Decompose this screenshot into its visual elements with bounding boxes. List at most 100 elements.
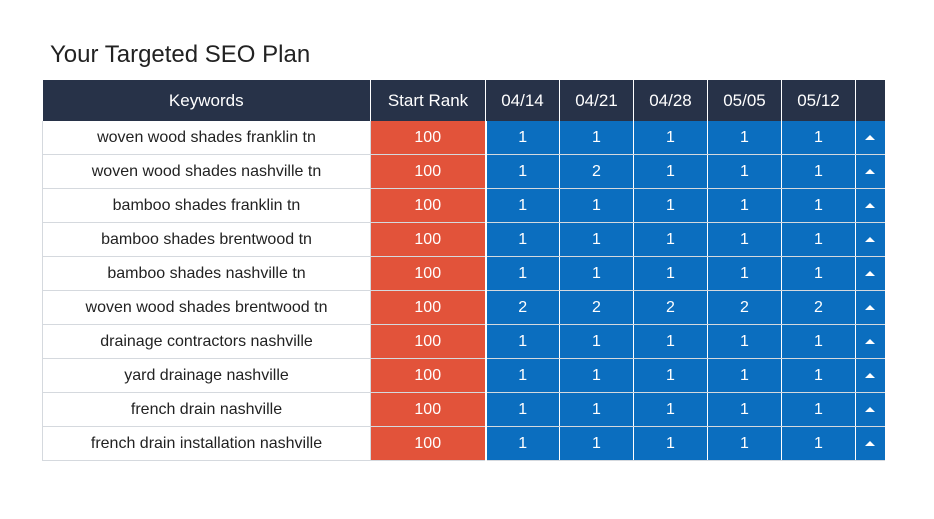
start-rank-cell: 100: [370, 358, 487, 393]
trend-cell: [855, 154, 885, 189]
start-rank-cell: 100: [370, 256, 487, 291]
table-row: woven wood shades brentwood tn 100 2 2 2 2 2: [42, 290, 885, 325]
rank-cell: 1: [633, 188, 708, 223]
start-rank-cell: 100: [370, 392, 487, 427]
rank-cell: 1: [559, 121, 634, 155]
rank-cell: 2: [559, 290, 634, 325]
trend-cell: [855, 426, 885, 461]
rank-cell: 1: [559, 324, 634, 359]
rank-cell: 1: [485, 426, 560, 461]
keyword-cell: woven wood shades brentwood tn: [42, 290, 371, 325]
rank-cell: 1: [559, 188, 634, 223]
rank-cell: 2: [559, 154, 634, 189]
rank-cell: 1: [559, 358, 634, 393]
seo-rank-table: Keywords Start Rank 04/14 04/21 04/28 05…: [42, 80, 885, 461]
keyword-cell: bamboo shades brentwood tn: [42, 222, 371, 257]
keyword-cell: bamboo shades franklin tn: [42, 188, 371, 223]
arrow-up-icon: [865, 338, 876, 344]
arrow-up-icon: [865, 372, 876, 378]
trend-cell: [855, 222, 885, 257]
rank-cell: 1: [633, 154, 708, 189]
table-header-row: Keywords Start Rank 04/14 04/21 04/28 05…: [42, 80, 885, 121]
start-rank-cell: 100: [370, 188, 487, 223]
rank-cell: 1: [707, 392, 782, 427]
rank-cell: 1: [707, 154, 782, 189]
rank-cell: 1: [559, 392, 634, 427]
rank-cell: 1: [707, 256, 782, 291]
trend-cell: [855, 121, 885, 155]
keyword-cell: woven wood shades franklin tn: [42, 121, 371, 155]
rank-cell: 1: [707, 426, 782, 461]
rank-cell: 1: [633, 256, 708, 291]
rank-cell: 1: [485, 358, 560, 393]
rank-cell: 2: [633, 290, 708, 325]
keyword-cell: drainage contractors nashville: [42, 324, 371, 359]
start-rank-cell: 100: [370, 426, 487, 461]
week-header: 05/05: [707, 80, 782, 121]
arrow-up-icon: [865, 304, 876, 310]
start-rank-cell: 100: [370, 154, 487, 189]
week-header: 05/12: [781, 80, 856, 121]
rank-cell: 2: [485, 290, 560, 325]
table-row: woven wood shades nashville tn 100 1 2 1 1 1: [42, 154, 885, 189]
keyword-cell: french drain installation nashville: [42, 426, 371, 461]
rank-cell: 1: [707, 222, 782, 257]
rank-cell: 1: [485, 392, 560, 427]
keyword-cell: french drain nashville: [42, 392, 371, 427]
rank-cell: 1: [707, 324, 782, 359]
arrow-up-icon: [865, 134, 876, 140]
rank-cell: 1: [485, 324, 560, 359]
start-rank-cell: 100: [370, 290, 487, 325]
rank-cell: 1: [633, 392, 708, 427]
rank-cell: 1: [707, 121, 782, 155]
rank-cell: 2: [707, 290, 782, 325]
rank-cell: 1: [781, 188, 856, 223]
rank-cell: 1: [485, 121, 560, 155]
table-row: yard drainage nashville 100 1 1 1 1 1: [42, 358, 885, 393]
start-rank-cell: 100: [370, 324, 487, 359]
rank-cell: 1: [633, 358, 708, 393]
rank-cell: 1: [633, 121, 708, 155]
rank-cell: 1: [633, 222, 708, 257]
keywords-header: Keywords: [42, 80, 371, 121]
table-row: bamboo shades brentwood tn 100 1 1 1 1 1: [42, 222, 885, 257]
rank-cell: 1: [781, 121, 856, 155]
arrow-up-icon: [865, 236, 876, 242]
table-row: french drain nashville 100 1 1 1 1 1: [42, 392, 885, 427]
week-header: 04/28: [633, 80, 708, 121]
start-rank-cell: 100: [370, 121, 487, 155]
rank-cell: 1: [485, 222, 560, 257]
rank-cell: 1: [781, 358, 856, 393]
rank-cell: 1: [781, 256, 856, 291]
start-rank-header: Start Rank: [370, 80, 486, 121]
trend-cell: [855, 358, 885, 393]
trend-cell: [855, 324, 885, 359]
rank-cell: 1: [485, 256, 560, 291]
trend-cell: [855, 256, 885, 291]
trend-cell: [855, 290, 885, 325]
arrow-up-icon: [865, 406, 876, 412]
arrow-up-icon: [865, 168, 876, 174]
keyword-cell: yard drainage nashville: [42, 358, 371, 393]
trend-header: [855, 80, 885, 121]
rank-cell: 1: [633, 426, 708, 461]
trend-cell: [855, 188, 885, 223]
rank-cell: 2: [781, 290, 856, 325]
rank-cell: 1: [485, 154, 560, 189]
rank-cell: 1: [781, 222, 856, 257]
keyword-cell: woven wood shades nashville tn: [42, 154, 371, 189]
rank-cell: 1: [707, 358, 782, 393]
rank-cell: 1: [781, 324, 856, 359]
rank-cell: 1: [707, 188, 782, 223]
rank-cell: 1: [559, 256, 634, 291]
week-header: 04/21: [559, 80, 634, 121]
rank-cell: 1: [781, 154, 856, 189]
week-header: 04/14: [485, 80, 560, 121]
arrow-up-icon: [865, 202, 876, 208]
rank-cell: 1: [781, 392, 856, 427]
rank-cell: 1: [485, 188, 560, 223]
keyword-cell: bamboo shades nashville tn: [42, 256, 371, 291]
rank-cell: 1: [633, 324, 708, 359]
rank-cell: 1: [559, 222, 634, 257]
table-row: french drain installation nashville 100 1 1…: [42, 426, 885, 461]
